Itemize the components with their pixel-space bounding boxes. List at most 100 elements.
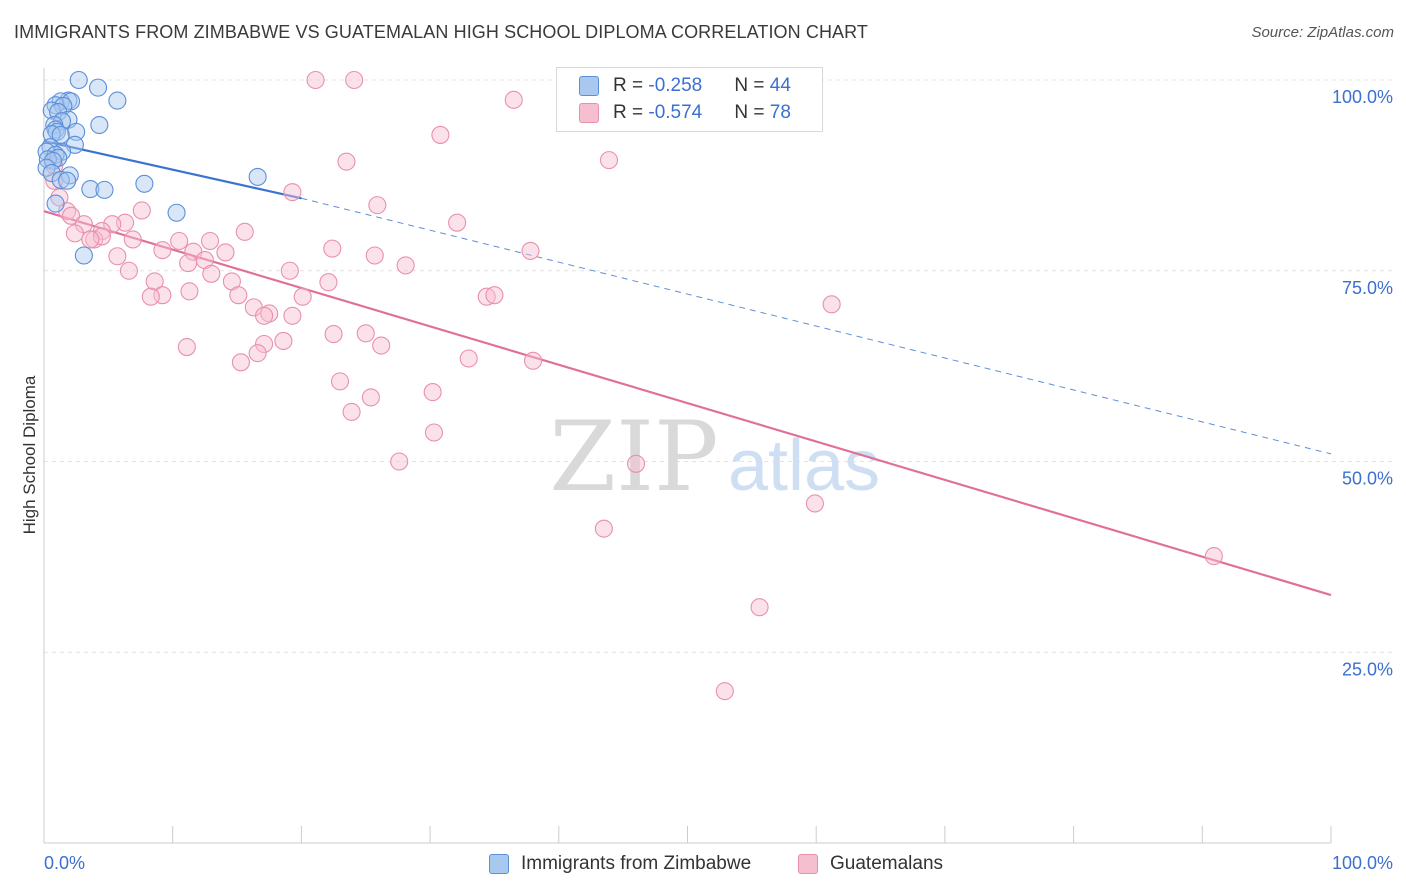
point-guatemalans [345,70,364,90]
legend-swatch-zimbabwe [489,854,509,874]
point-guatemalans [361,388,380,407]
point-guatemalans [626,454,646,473]
axes [43,68,1332,844]
point-zimbabwe [135,174,154,193]
point-zimbabwe [46,194,65,213]
source-label: Source: ZipAtlas.com [1251,24,1394,41]
point-guatemalans [504,90,523,109]
point-guatemalans [330,372,350,391]
legend-r-value: -0.574 [648,102,703,123]
point-guatemalans [145,272,164,291]
legend-row-zimbabwe: R = -0.258 N = 44 [579,74,791,98]
point-guatemalans [255,306,274,325]
point-zimbabwe [58,171,77,190]
point-guatemalans [65,224,84,243]
point-zimbabwe [108,91,127,110]
legend-r-value: -0.258 [648,75,703,96]
point-zimbabwe [167,203,186,222]
point-guatemalans [750,598,769,617]
point-zimbabwe [37,158,56,177]
point-guatemalans [431,125,450,144]
point-guatemalans [229,286,248,305]
point-zimbabwe [74,246,93,265]
trend-line-zimbabwe-projection [301,197,1332,455]
point-guatemalans [235,222,254,241]
point-guatemalans [255,334,274,354]
point-zimbabwe [69,70,88,90]
point-guatemalans [179,254,198,273]
point-guatemalans [153,286,172,305]
watermark: ZIP atlas [549,401,880,513]
trend-line-zimbabwe [43,139,302,200]
point-guatemalans [423,383,442,402]
point-guatemalans [141,287,160,306]
watermark-atlas: atlas [728,426,880,506]
point-zimbabwe [51,170,70,190]
point-guatemalans [337,152,356,171]
trend-line-guatemalans [43,210,1332,597]
series-legend: Immigrants from Zimbabwe Guatemalans [0,853,1406,877]
point-guatemalans [319,273,338,292]
point-guatemalans [61,206,81,225]
point-guatemalans [372,336,391,355]
point-guatemalans [248,344,267,363]
point-guatemalans [390,452,409,471]
point-guatemalans [92,227,111,246]
trend-lines [43,139,1332,597]
legend-r-label: R = [613,75,649,96]
chart-title: IMMIGRANTS FROM ZIMBABWE VS GUATEMALAN H… [14,22,869,42]
point-zimbabwe [42,164,61,183]
legend-label-guatemalans: Guatemalans [830,853,944,874]
point-guatemalans [202,264,221,283]
point-guatemalans [283,183,302,202]
point-guatemalans [365,246,384,265]
legend-item-guatemalans: Guatemalans [798,853,943,875]
point-zimbabwe [81,180,100,199]
point-guatemalans [485,286,504,305]
point-guatemalans [306,70,325,90]
point-guatemalans [103,215,122,234]
point-guatemalans [524,351,543,370]
y-tick-label: 75.0% [1342,278,1393,298]
point-guatemalans [594,519,613,538]
y-tick-label: 50.0% [1342,469,1393,489]
point-guatemalans [1204,547,1223,566]
point-guatemalans [715,682,734,701]
point-guatemalans [822,295,841,314]
point-guatemalans [368,196,387,215]
point-zimbabwe [89,78,108,97]
point-guatemalans [108,247,127,266]
point-guatemalans [132,201,151,220]
point-zimbabwe [90,115,109,135]
stats-legend: R = -0.258 N = 44 R = -0.574 N = 78 [556,67,823,132]
point-guatemalans [805,494,824,513]
point-guatemalans [280,261,299,280]
point-guatemalans [153,241,172,260]
legend-n-label: N = [734,102,770,123]
point-guatemalans [231,353,250,372]
legend-label-zimbabwe: Immigrants from Zimbabwe [521,853,752,874]
point-guatemalans [119,261,138,280]
point-zimbabwe [67,122,86,141]
point-guatemalans [274,331,293,350]
point-guatemalans [323,239,342,258]
point-guatemalans [599,151,619,170]
legend-swatch-pink [579,103,599,123]
point-guatemalans [170,231,189,251]
point-guatemalans [396,256,415,275]
y-tick-label: 100.0% [1332,87,1393,107]
x-tick-label-min: 0.0% [44,853,85,873]
point-guatemalans [356,324,375,343]
legend-n-value: 78 [769,102,791,123]
data-points [37,70,1223,701]
point-guatemalans [324,325,343,344]
y-tick-label: 25.0% [1342,659,1393,679]
point-guatemalans [200,231,220,251]
point-guatemalans [216,243,235,262]
point-guatemalans [448,213,467,232]
legend-n-label: N = [734,75,770,96]
point-guatemalans [424,423,444,442]
point-guatemalans [293,287,312,306]
point-zimbabwe [248,167,267,186]
